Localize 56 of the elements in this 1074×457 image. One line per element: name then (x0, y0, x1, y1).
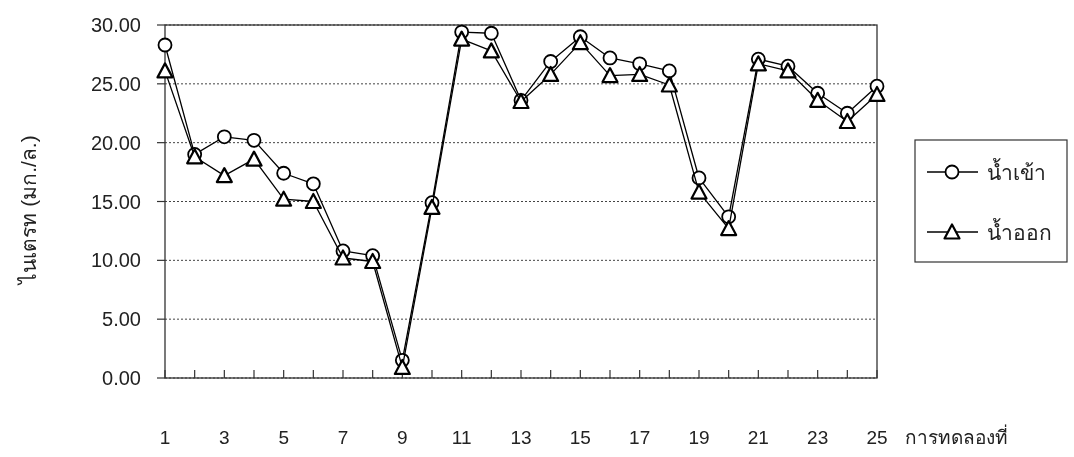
point (156, 62, 174, 79)
point (631, 65, 649, 83)
x-tick-label: 9 (397, 427, 408, 448)
point (364, 252, 382, 270)
point (720, 219, 738, 237)
x-tick-label: 21 (747, 427, 769, 448)
point (483, 25, 499, 41)
x-tick-label: 11 (451, 427, 472, 448)
point (275, 190, 293, 207)
y-tick-label: 5.00 (102, 308, 141, 331)
x-tick-label: 15 (569, 427, 591, 448)
x-tick-label: 1 (159, 427, 171, 448)
point (334, 249, 352, 266)
point (423, 198, 441, 215)
point (393, 358, 411, 376)
point (543, 54, 559, 69)
point (482, 42, 500, 59)
legend-label: น้ำเข้า (987, 158, 1046, 184)
y-tick-label: 10.00 (90, 249, 141, 272)
point (779, 62, 797, 79)
point (690, 183, 708, 200)
point (246, 132, 262, 148)
x-tick-label: 13 (510, 427, 532, 448)
x-tick-label: 23 (807, 427, 829, 448)
point (838, 112, 856, 130)
point (453, 30, 471, 47)
x-tick-label: 5 (278, 427, 289, 448)
point (749, 55, 767, 72)
x-axis-title: การทดลองที่ (905, 424, 1008, 448)
x-tick-label: 19 (688, 427, 710, 448)
point (809, 91, 827, 108)
point (661, 63, 677, 79)
point (276, 165, 292, 181)
y-tick-label: 25.00 (90, 72, 141, 95)
x-tick-label: 17 (629, 427, 651, 448)
point (245, 150, 263, 167)
point (542, 65, 560, 83)
point (660, 76, 678, 93)
x-tick-label: 7 (337, 427, 349, 448)
point (305, 176, 321, 192)
point (215, 167, 233, 184)
y-tick-label: 30.00 (90, 14, 141, 36)
legend-label: น้ำออก (987, 218, 1052, 244)
x-tick-label: 25 (866, 427, 888, 448)
y-tick-label: 20.00 (90, 131, 141, 154)
point (157, 37, 173, 53)
point (868, 85, 886, 103)
point (571, 34, 589, 51)
y-tick-label: 15.00 (90, 190, 141, 213)
point (602, 50, 618, 66)
y-axis-title: ไนเตรท (มก./ล.) (17, 135, 40, 286)
point (601, 67, 619, 84)
point (304, 192, 322, 210)
point (216, 129, 232, 145)
y-tick-label: 0.00 (102, 367, 141, 389)
x-tick-label: 3 (219, 427, 230, 448)
